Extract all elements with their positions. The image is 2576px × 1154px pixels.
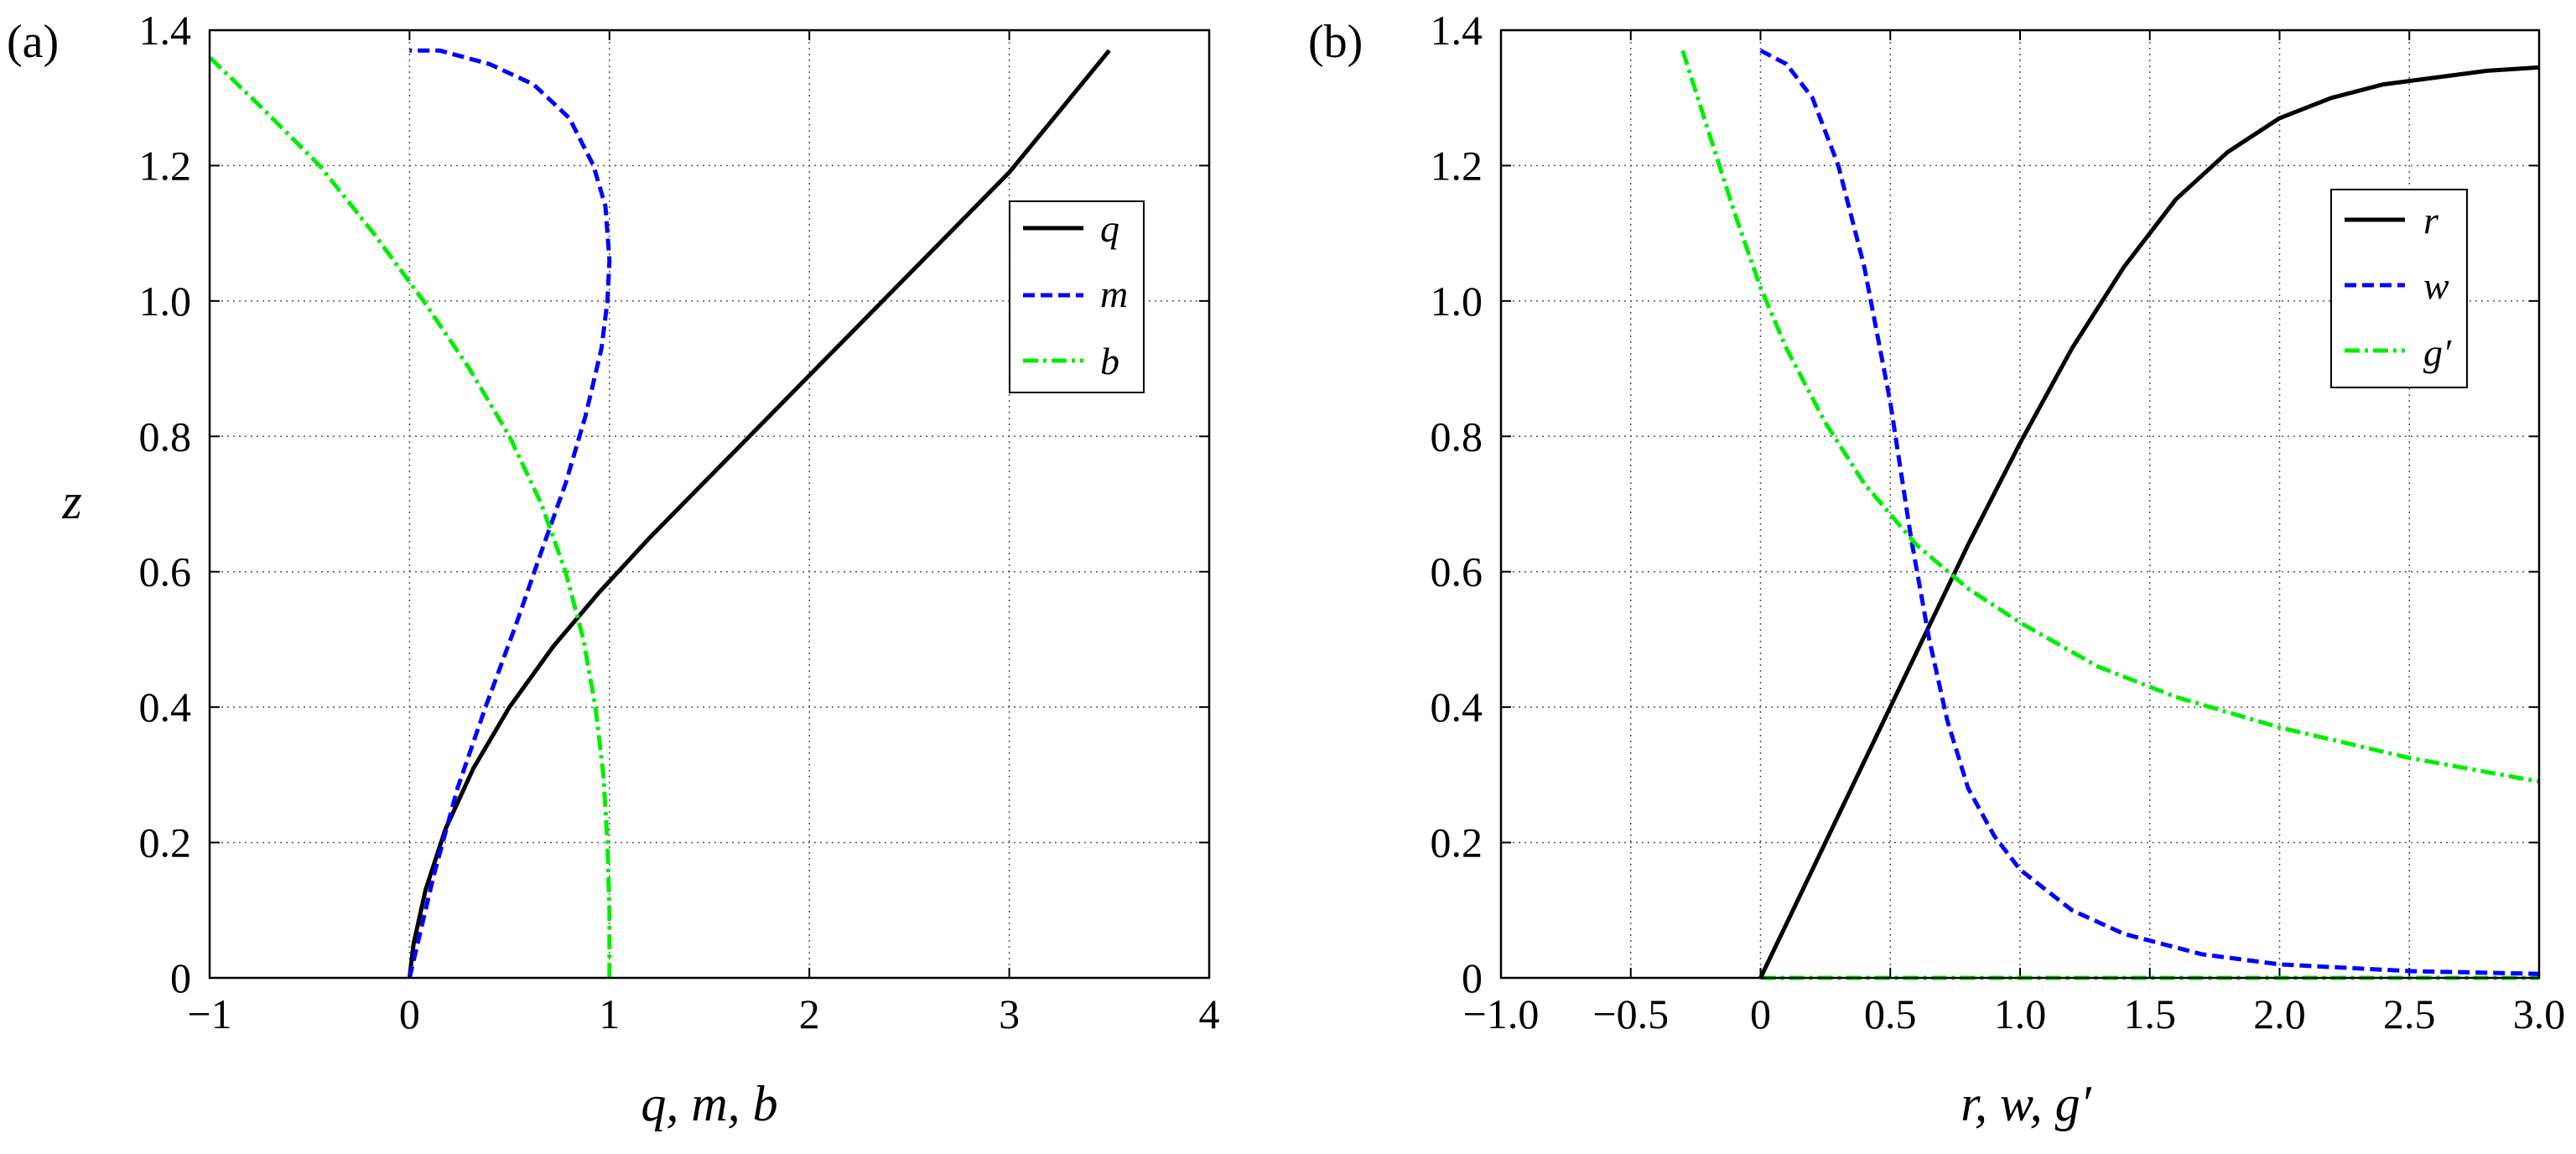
panel-a: −1 0 1 2 3 4 00.20.40.60.81.01.21.4 (a) z q, … (7, 7, 1220, 1131)
legend-label-m: m (1100, 273, 1128, 315)
y-tick-label: 1.4 (139, 7, 192, 54)
panel-label-a: (a) (7, 16, 59, 68)
y-tick-label: 0 (170, 954, 191, 1001)
x-tick-label: 3 (999, 990, 1020, 1037)
plot-frame-a (208, 29, 1211, 980)
legend-label-b: b (1100, 340, 1119, 382)
x-tick-label: 0 (399, 990, 420, 1037)
x-axis-label-a: q, m, b (641, 1076, 777, 1131)
x-tick-label: 2 (799, 990, 820, 1037)
x-tick-label: 1 (599, 990, 620, 1037)
y-tick-label: 0.4 (1431, 684, 1483, 730)
y-tick-label: 1.2 (1431, 142, 1483, 189)
plot-frame-b (1499, 29, 2541, 980)
panel-label-b: (b) (1308, 16, 1363, 68)
x-axis-label-b: r, w, g′ (1961, 1076, 2091, 1131)
y-tick-label: 0 (1462, 954, 1483, 1001)
x-tick-label: 1.5 (2124, 990, 2177, 1037)
y-tick-label: 1.4 (1431, 7, 1483, 54)
series-a (208, 48, 1111, 979)
y-tick-label: 0.8 (1431, 413, 1483, 460)
x-tick-label: 3.0 (2513, 990, 2566, 1037)
y-tick-label: 0.6 (1431, 548, 1483, 595)
legend-a: q m b (1009, 200, 1145, 393)
x-tick-label: 2.0 (2253, 990, 2306, 1037)
y-tick-labels-b: 0 0.2 0.4 0.6 0.8 1.0 1.2 1.4 (1431, 7, 1483, 1001)
legend-label-gprime: g′ (2423, 331, 2452, 374)
legend-label-w: w (2423, 264, 2449, 307)
x-tick-label: 1.0 (1994, 990, 2047, 1037)
y-tick-label: 0.8 (139, 413, 192, 460)
y-tick-labels-a: 0 0.2 0.4 0.6 0.8 1.0 1.2 1.4 (139, 7, 192, 1001)
x-tick-label: 0 (1750, 990, 1771, 1037)
x-tick-label: 0.5 (1864, 990, 1917, 1037)
series-line-r (1758, 65, 2540, 980)
legend-label-q: q (1100, 207, 1119, 250)
series-line-m (407, 48, 612, 979)
y-tick-label: 0.2 (1431, 819, 1483, 866)
x-tick-label: −1.0 (1463, 990, 1540, 1037)
y-tick-label: 0.6 (139, 548, 192, 595)
y-tick-label: 1.2 (139, 142, 192, 189)
x-tick-label: −0.5 (1592, 990, 1669, 1037)
series-line-w (1759, 48, 2540, 976)
y-tick-label: 1.0 (1431, 278, 1483, 325)
y-tick-label: 1.0 (139, 278, 192, 325)
y-tick-label: 0.4 (139, 684, 192, 730)
series-line-q (407, 49, 1111, 979)
legend-label-r: r (2423, 199, 2439, 242)
series-line-b (208, 55, 612, 978)
legend-b: r w g′ (2330, 189, 2468, 388)
x-tick-labels-b: −1.0 −0.5 0 0.5 1.0 1.5 2.0 2.5 3.0 (1463, 990, 2566, 1037)
y-tick-label: 0.2 (139, 819, 192, 866)
series-line-g (1680, 49, 2540, 784)
x-tick-label: 2.5 (2383, 990, 2436, 1037)
y-axis-label-a: z (61, 474, 81, 529)
x-tick-label: −1 (187, 990, 231, 1037)
panel-b: −1.0 −0.5 0 0.5 1.0 1.5 2.0 2.5 3.0 0 0.2 0.4 0.6 0.… (1308, 7, 2565, 1131)
gridlines-b (1500, 29, 2540, 979)
gridlines-a (209, 29, 1210, 979)
x-tick-label: 4 (1199, 990, 1220, 1037)
legend-box-b (2330, 189, 2468, 388)
x-tick-labels-a: −1 0 1 2 3 4 (187, 990, 1219, 1037)
